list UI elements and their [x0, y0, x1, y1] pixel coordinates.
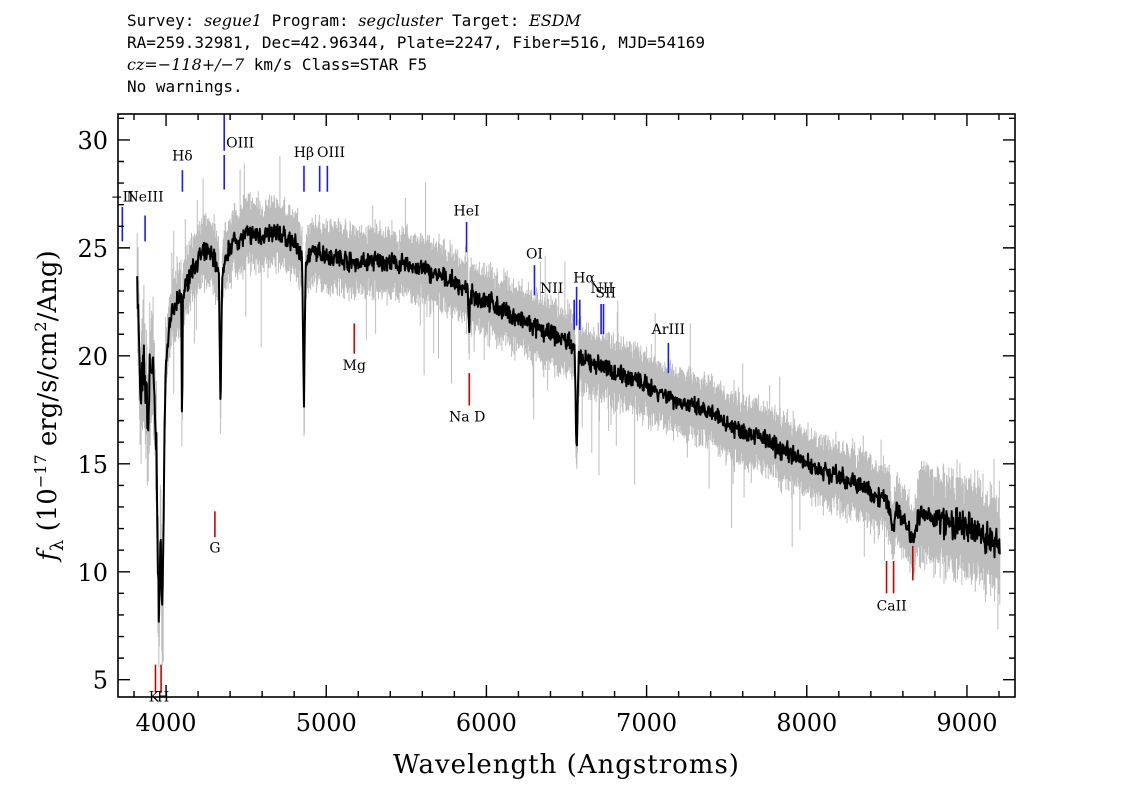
y-tick-label: 5 — [93, 667, 108, 695]
cz-unit-class: km/s Class=STAR F5 — [244, 55, 428, 74]
spectrum-flux-line — [136, 223, 1001, 623]
emission-line-label: SII — [595, 286, 616, 302]
header-line-coordinates: RA=259.32981, Dec=42.96344, Plate=2247, … — [127, 33, 705, 52]
absorption-line-label: Mg — [343, 358, 366, 374]
x-tick-label: 4000 — [136, 709, 197, 737]
emission-line-label: OIII — [226, 135, 254, 151]
y-label-exp: −17 — [31, 454, 50, 488]
x-tick-label: 9000 — [936, 709, 997, 737]
emission-line-label: OI — [526, 247, 543, 263]
emission-line-label: Hα — [573, 270, 595, 286]
program-value: segcluster — [358, 11, 443, 30]
emission-line-label: ArIII — [651, 322, 685, 338]
emission-line-label: NII — [591, 281, 614, 297]
axis-tick-labels: 4000 5000 6000 7000 8000 9000 5 10 15 20 25 30 — [77, 127, 997, 737]
absorption-line-label: G — [209, 540, 220, 556]
spectrum-header: Survey: segue1 Program: segcluster Targe… — [127, 10, 705, 98]
emission-line-label: Hβ — [294, 145, 314, 161]
x-tick-label: 5000 — [296, 709, 357, 737]
x-tick-label: 8000 — [776, 709, 837, 737]
x-axis-label: Wavelength (Angstroms) — [393, 750, 740, 780]
target-value: ESDM — [529, 11, 581, 30]
emission-line-label: NII — [540, 281, 563, 297]
y-label-sub: λ — [47, 540, 68, 551]
emission-line-label: −II — [111, 189, 134, 205]
x-tick-label: 7000 — [616, 709, 677, 737]
x-tick-label: 6000 — [456, 709, 517, 737]
y-label-unit: erg/s/cm — [33, 332, 63, 455]
target-label: Target: — [442, 11, 530, 30]
y-label-end: /Ang) — [33, 250, 63, 321]
y-tick-label: 25 — [77, 235, 108, 263]
emission-line-label: Hδ — [172, 148, 193, 164]
y-tick-label: 30 — [77, 127, 108, 155]
axis-ticks — [118, 114, 1015, 697]
emission-line-label: OIII — [317, 145, 345, 161]
plot-frame — [117, 113, 1016, 698]
spectrum-series — [136, 223, 1001, 623]
absorption-line-label: CaII — [877, 599, 907, 615]
tick-marks — [118, 114, 1015, 697]
program-label: Program: — [261, 11, 359, 30]
y-axis-label: fλ (10−17 erg/s/cm2/Ang) — [31, 250, 68, 562]
emission-line-label: NeIII — [126, 189, 163, 205]
cz-value: −118+/−7 — [157, 55, 245, 74]
survey-value: segue1 — [204, 11, 262, 30]
y-tick-label: 10 — [77, 559, 108, 587]
header-line-redshift: cz=−118+/−7 km/s Class=STAR F5 — [127, 54, 705, 76]
header-line-survey: Survey: segue1 Program: segcluster Targe… — [127, 10, 705, 32]
header-line-warnings: No warnings. — [127, 77, 243, 96]
y-tick-label: 15 — [77, 451, 108, 479]
y-label-mid: (10 — [33, 488, 63, 540]
cz-label: cz= — [127, 55, 158, 74]
emission-line-label: HeI — [454, 203, 480, 219]
y-tick-label: 20 — [77, 343, 108, 371]
y-label-exp2: 2 — [31, 321, 50, 331]
survey-label: Survey: — [127, 11, 205, 30]
absorption-line-label: Na D — [449, 410, 485, 426]
